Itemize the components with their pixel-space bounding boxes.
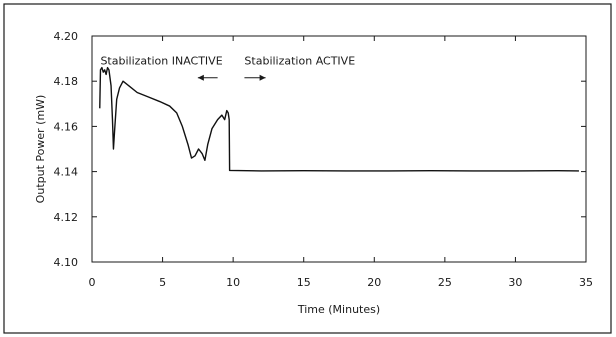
x-tick-label: 25 (438, 276, 452, 289)
x-tick-label: 15 (297, 276, 311, 289)
y-tick-label: 4.18 (54, 75, 79, 88)
y-tick-label: 4.12 (54, 211, 79, 224)
y-tick-label: 4.14 (54, 166, 79, 179)
arrow-head (197, 74, 204, 81)
x-tick-label: 0 (89, 276, 96, 289)
x-tick-label: 20 (367, 276, 381, 289)
x-tick-label: 10 (226, 276, 240, 289)
x-tick-label: 5 (159, 276, 166, 289)
x-axis-label: Time (Minutes) (297, 303, 380, 316)
y-tick-label: 4.20 (54, 30, 79, 43)
series-layer (99, 66, 579, 172)
x-tick-label: 35 (579, 276, 593, 289)
y-axis-label: Output Power (mW) (34, 95, 47, 204)
outer-border (3, 3, 612, 334)
y-tick-label: 4.16 (54, 120, 79, 133)
x-tick-label: 30 (508, 276, 522, 289)
series-line (99, 66, 579, 172)
annotation-layer: Stabilization INACTIVE Stabilization ACTI… (100, 54, 355, 81)
x-axis: 0 5 10 15 20 25 30 35 (89, 36, 593, 289)
arrow-head (259, 74, 266, 81)
annotation-label: Stabilization INACTIVE (100, 54, 222, 67)
annotation-label: Stabilization ACTIVE (244, 54, 355, 67)
y-tick-label: 4.10 (54, 256, 79, 269)
y-axis: 4.10 4.12 4.14 4.16 4.18 4.20 (54, 30, 586, 269)
plot-area (91, 35, 587, 263)
